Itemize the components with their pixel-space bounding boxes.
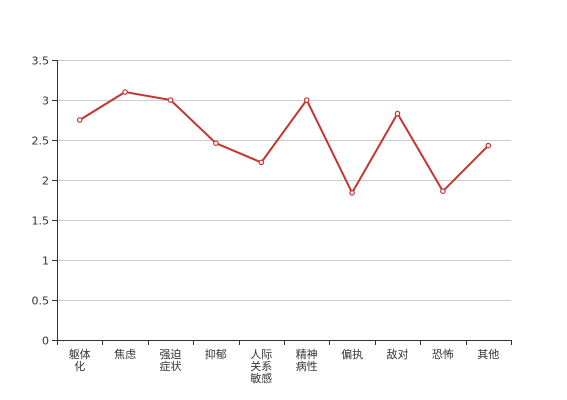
data-point-1[interactable]: [122, 89, 128, 95]
y-tick-label: 1: [42, 255, 49, 268]
y-tick-label: 2: [42, 175, 49, 188]
series-line: [79, 91, 490, 194]
data-point-4[interactable]: [258, 159, 265, 166]
y-tick-label: 3.5: [32, 55, 50, 68]
series: [76, 89, 492, 196]
grid-lines: [57, 60, 511, 301]
data-point-8[interactable]: [440, 188, 446, 195]
y-tick-label: 0: [42, 335, 49, 348]
y-tick-label: 3: [42, 95, 49, 108]
x-axis: 躯体化 焦虑 强迫症状 抑郁 人际关系敏感 精神病性 偏执 敌对 恐怖 其他: [57, 340, 512, 385]
data-point-5[interactable]: [303, 97, 310, 103]
y-tick-label: 1.5: [32, 215, 50, 228]
x-tick-label: 敌对: [387, 347, 409, 361]
data-point-2[interactable]: [167, 97, 174, 103]
data-point-3[interactable]: [213, 140, 219, 147]
x-tick-label: 偏执: [341, 347, 363, 361]
x-tick-label: 人际关系敏感: [250, 348, 272, 385]
data-point-0[interactable]: [76, 117, 83, 123]
y-tick-label: 0.5: [32, 295, 50, 308]
x-tick-label: 其他: [477, 348, 499, 361]
x-tick-label: 躯体化: [69, 347, 91, 373]
x-tick-label: 抑郁: [205, 347, 227, 361]
y-axis: 0 0.5 1 1.5 2 2.5 3 3.5: [32, 55, 58, 348]
x-tick-label: 强迫症状: [160, 347, 182, 373]
data-point-7[interactable]: [394, 110, 401, 117]
data-point-9[interactable]: [485, 142, 492, 149]
data-point-6[interactable]: [349, 190, 355, 196]
x-tick-label: 焦虑: [114, 348, 136, 361]
x-tick-label: 恐怖: [432, 347, 454, 361]
y-tick-label: 2.5: [32, 135, 50, 148]
x-tick-label: 精神病性: [296, 347, 318, 373]
